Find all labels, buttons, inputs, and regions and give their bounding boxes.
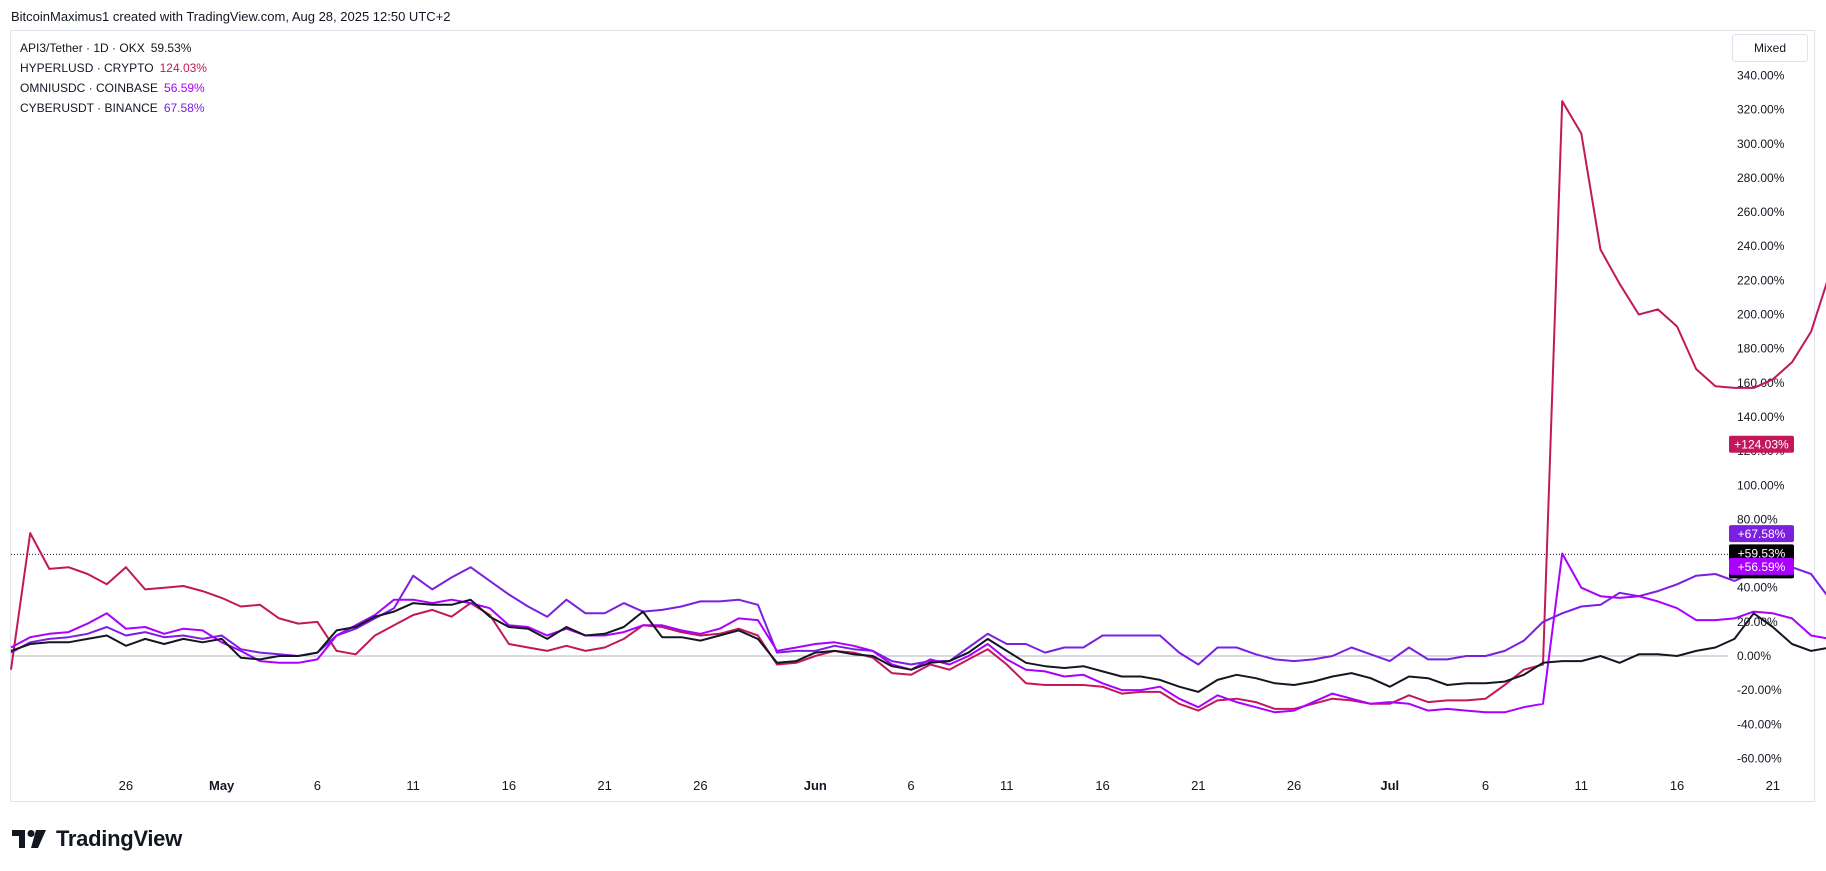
y-tick-label: 180.00% [1737, 342, 1785, 356]
x-tick-label: 21 [597, 778, 611, 793]
y-tick-label: 320.00% [1737, 103, 1785, 117]
x-tick-label: 21 [1766, 778, 1780, 793]
chart-credit: BitcoinMaximus1 created with TradingView… [11, 9, 451, 24]
chart-frame [10, 30, 1815, 802]
x-tick-label: 16 [1670, 778, 1684, 793]
y-tick-label: 0.00% [1737, 649, 1771, 663]
y-tick-label: 200.00% [1737, 308, 1785, 322]
y-tick-label: 260.00% [1737, 205, 1785, 219]
legend-value: 124.03% [159, 61, 207, 75]
x-tick-label: 21 [1191, 778, 1205, 793]
series-line [10, 100, 1826, 712]
x-tick-label: May [209, 778, 235, 793]
price-label-badge [1729, 435, 1794, 453]
scale-mode-button[interactable]: Mixed [1732, 34, 1808, 62]
legend-cyber[interactable]: CYBERUSDT · BINANCE 67.58% [20, 98, 207, 118]
x-tick-label: 16 [502, 778, 516, 793]
x-tick-label: 11 [1575, 778, 1589, 793]
price-label-text: +124.03% [1734, 438, 1789, 452]
legend-value: 56.59% [164, 81, 205, 95]
x-tick-label: 11 [1000, 778, 1014, 793]
legend-hyperl[interactable]: HYPERLUSD · CRYPTO 124.03% [20, 58, 207, 78]
y-tick-label: 140.00% [1737, 410, 1785, 424]
y-tick-label: 240.00% [1737, 239, 1785, 253]
y-tick-label: 100.00% [1737, 478, 1785, 492]
series-legend: API3/Tether · 1D · OKX 59.53% HYPERLUSD ·… [20, 38, 207, 118]
x-tick-label: 6 [907, 778, 914, 793]
y-tick-label: -20.00% [1737, 683, 1782, 697]
legend-label: HYPERLUSD · CRYPTO [20, 61, 154, 75]
x-tick-label: 16 [1095, 778, 1109, 793]
legend-label: CYBERUSDT · BINANCE [20, 101, 158, 115]
y-tick-label: 340.00% [1737, 68, 1785, 82]
price-label-badge [1729, 525, 1794, 543]
x-tick-label: 26 [119, 778, 133, 793]
x-tick-label: Jul [1380, 778, 1399, 793]
series-line [10, 561, 1826, 666]
series-line [10, 598, 1826, 693]
brand-name: TradingView [56, 826, 182, 851]
y-tick-label: 20.00% [1737, 615, 1778, 629]
x-tick-label: 26 [1287, 778, 1301, 793]
legend-label: API3/Tether · 1D · OKX [20, 41, 145, 55]
legend-value: 59.53% [150, 41, 192, 55]
price-label-text: +67.58% [1738, 527, 1786, 541]
tradingview-logo-icon [12, 830, 46, 848]
legend-omni[interactable]: OMNIUSDC · COINBASE 56.59% [20, 78, 207, 98]
y-tick-label: 280.00% [1737, 171, 1785, 185]
x-tick-label: 6 [314, 778, 321, 793]
price-label-text: +56.59% [1738, 560, 1786, 574]
y-tick-label: 300.00% [1737, 137, 1785, 151]
price-label-badge [1729, 557, 1794, 575]
x-tick-label: 11 [406, 778, 420, 793]
legend-api3[interactable]: API3/Tether · 1D · OKX 59.53% [20, 38, 207, 58]
x-tick-label: Jun [804, 778, 827, 793]
legend-value: 67.58% [163, 101, 205, 115]
y-tick-label: 220.00% [1737, 273, 1785, 287]
x-tick-label: 6 [1482, 778, 1489, 793]
y-tick-label: -60.00% [1737, 751, 1782, 765]
y-tick-label: 80.00% [1737, 512, 1778, 526]
tradingview-brand[interactable]: TradingView [12, 826, 182, 852]
legend-label: OMNIUSDC · COINBASE [20, 81, 159, 95]
price-label-text: +59.53% [1738, 546, 1786, 560]
y-tick-label: -40.00% [1737, 717, 1782, 731]
y-tick-label: 40.00% [1737, 581, 1778, 595]
x-tick-label: 26 [693, 778, 707, 793]
series-line [10, 552, 1826, 714]
